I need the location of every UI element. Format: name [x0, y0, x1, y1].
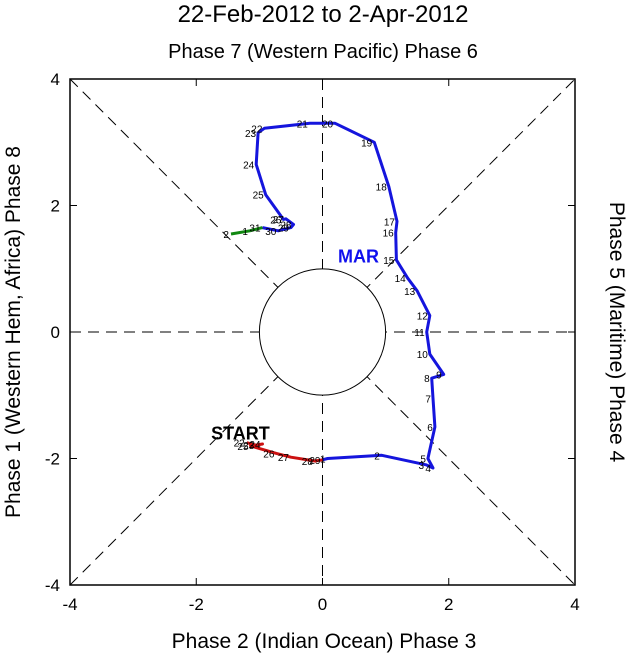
x-axis-ticks: -4 -2 0 2 4 — [62, 79, 580, 614]
month-labels: START MAR — [211, 246, 379, 443]
unit-circle — [258, 268, 387, 396]
day-label: 26 — [270, 215, 282, 226]
day-label: 3 — [418, 461, 424, 472]
day-label: 21 — [297, 119, 309, 130]
day-label: 23 — [243, 441, 255, 452]
day-label: 15 — [383, 256, 395, 267]
day-label: 4 — [425, 464, 431, 475]
day-label: 5 — [420, 455, 426, 466]
x-tick-label: 4 — [570, 595, 579, 614]
day-label: 17 — [384, 217, 396, 228]
day-label: 14 — [395, 274, 407, 285]
y-tick-label: 4 — [51, 70, 60, 89]
day-label: 30 — [265, 227, 277, 238]
day-label: 2 — [374, 451, 380, 462]
day-label: 25 — [253, 191, 265, 202]
day-label: 1 — [242, 227, 248, 238]
diagonal-divider-2 — [69, 78, 576, 586]
y-tick-label: -2 — [45, 450, 60, 469]
day-label: 24 — [243, 160, 255, 171]
day-label: 27 — [278, 453, 290, 464]
chart-title: 22-Feb-2012 to 2-Apr-2012 — [178, 1, 469, 28]
day-label: 8 — [424, 374, 430, 385]
day-label: 19 — [361, 138, 373, 149]
bottom-phase-label: Phase 2 (Indian Ocean) Phase 3 — [172, 630, 477, 653]
left-phase-label: Phase 1 (Western Hem, Africa) Phase 8 — [2, 146, 25, 518]
day-label: 28 — [280, 220, 292, 231]
day-label: 28 — [302, 457, 314, 468]
series-line-apr — [230, 226, 263, 236]
day-label: 1 — [320, 455, 326, 466]
day-label: 9 — [436, 370, 442, 381]
diagonal-divider-1 — [69, 78, 576, 586]
series-line-feb — [246, 441, 323, 463]
day-label: 11 — [414, 328, 425, 339]
x-tick-label: -2 — [189, 595, 204, 614]
day-label: 20 — [322, 119, 334, 130]
day-label: 26 — [263, 449, 275, 460]
x-tick-label: 0 — [318, 595, 327, 614]
day-label: 29 — [309, 456, 321, 467]
day-label: 7 — [425, 394, 431, 405]
y-tick-label: 0 — [51, 323, 60, 342]
day-label: 22 — [251, 124, 263, 135]
day-label: 10 — [417, 350, 429, 361]
day-label: 31 — [249, 224, 261, 235]
month-label: START — [211, 424, 270, 444]
day-label: 23 — [245, 129, 257, 140]
y-tick-label: 2 — [51, 197, 60, 216]
top-phase-label: Phase 7 (Western Pacific) Phase 6 — [168, 41, 478, 63]
day-label: 2 — [223, 230, 229, 241]
right-phase-label: Phase 5 (Maritime) Phase 4 — [605, 202, 628, 463]
x-tick-label: -4 — [62, 595, 77, 614]
series-line-mar — [254, 121, 446, 470]
day-label: 6 — [427, 423, 433, 434]
day-label: 29 — [278, 224, 290, 235]
day-label: 25 — [237, 442, 249, 453]
day-label: 22 — [234, 439, 246, 450]
day-label: 16 — [383, 229, 395, 240]
y-tick-label: -4 — [45, 576, 60, 595]
month-label: MAR — [338, 246, 379, 266]
day-label: 18 — [376, 183, 388, 194]
day-label: 13 — [404, 287, 416, 298]
x-tick-label: 2 — [444, 595, 453, 614]
day-label: 24 — [249, 440, 261, 451]
day-label: 12 — [417, 312, 429, 323]
day-label: 27 — [273, 215, 285, 226]
